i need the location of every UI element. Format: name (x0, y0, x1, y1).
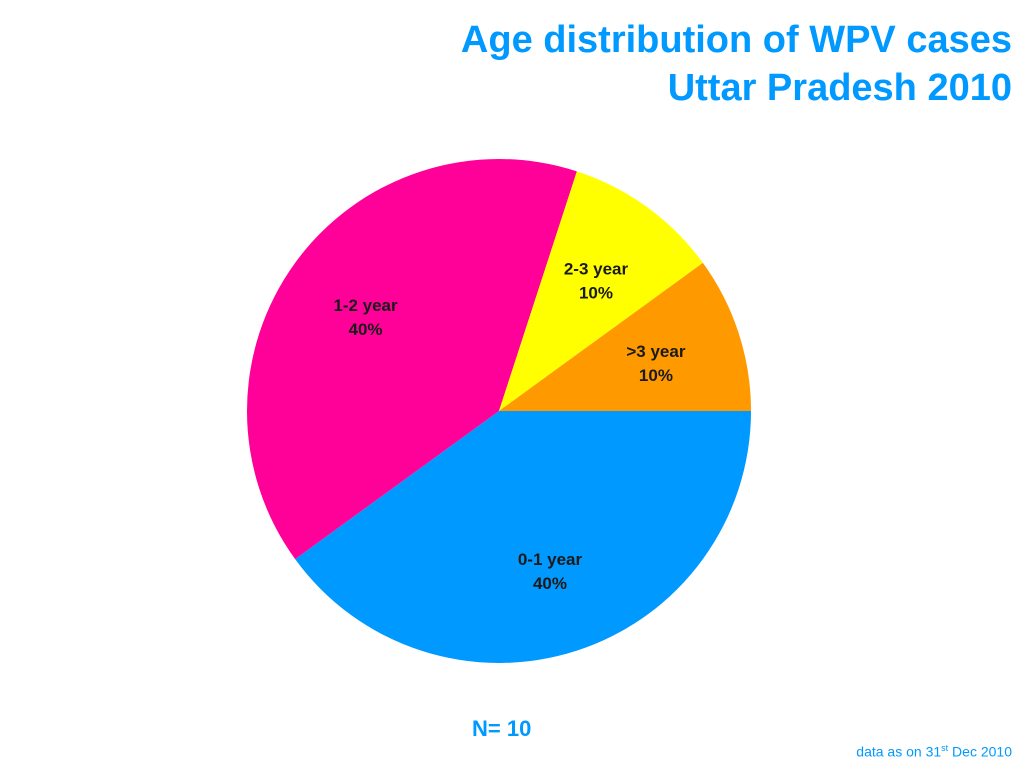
slice-value-1-2-year: 40% (348, 320, 382, 339)
footnote-superscript: st (941, 743, 949, 753)
chart-subtitle: Uttar Pradesh 2010 (667, 67, 1012, 109)
chart-title: Age distribution of WPV cases Uttar Prad… (461, 16, 1012, 112)
footnote-suffix: Dec 2010 (948, 743, 1012, 760)
data-footnote: data as on 31st Dec 2010 (856, 743, 1012, 760)
slice-value-2-3-year: 10% (579, 284, 613, 303)
sample-size-label: N= 10 (472, 716, 532, 741)
slice-label-over-3-year: >3 year (626, 342, 685, 361)
chart-title-line-1: Age distribution of WPV cases (460, 19, 1012, 61)
footnote-prefix: data as on 31 (856, 743, 942, 760)
pie-slice-2-3-year (499, 171, 703, 411)
slice-label-0-1-year: 0-1 year (518, 550, 583, 569)
pie-slice-0-1-year (295, 411, 751, 664)
slice-value-0-1-year: 40% (533, 574, 567, 593)
slice-label-1-2-year: 1-2 year (333, 296, 398, 315)
pie-slice-1-2-year (246, 158, 577, 560)
slice-label-2-3-year: 2-3 year (564, 260, 629, 279)
slice-value-over-3-year: 10% (639, 366, 673, 385)
pie-slice-over-3-year (499, 262, 751, 411)
